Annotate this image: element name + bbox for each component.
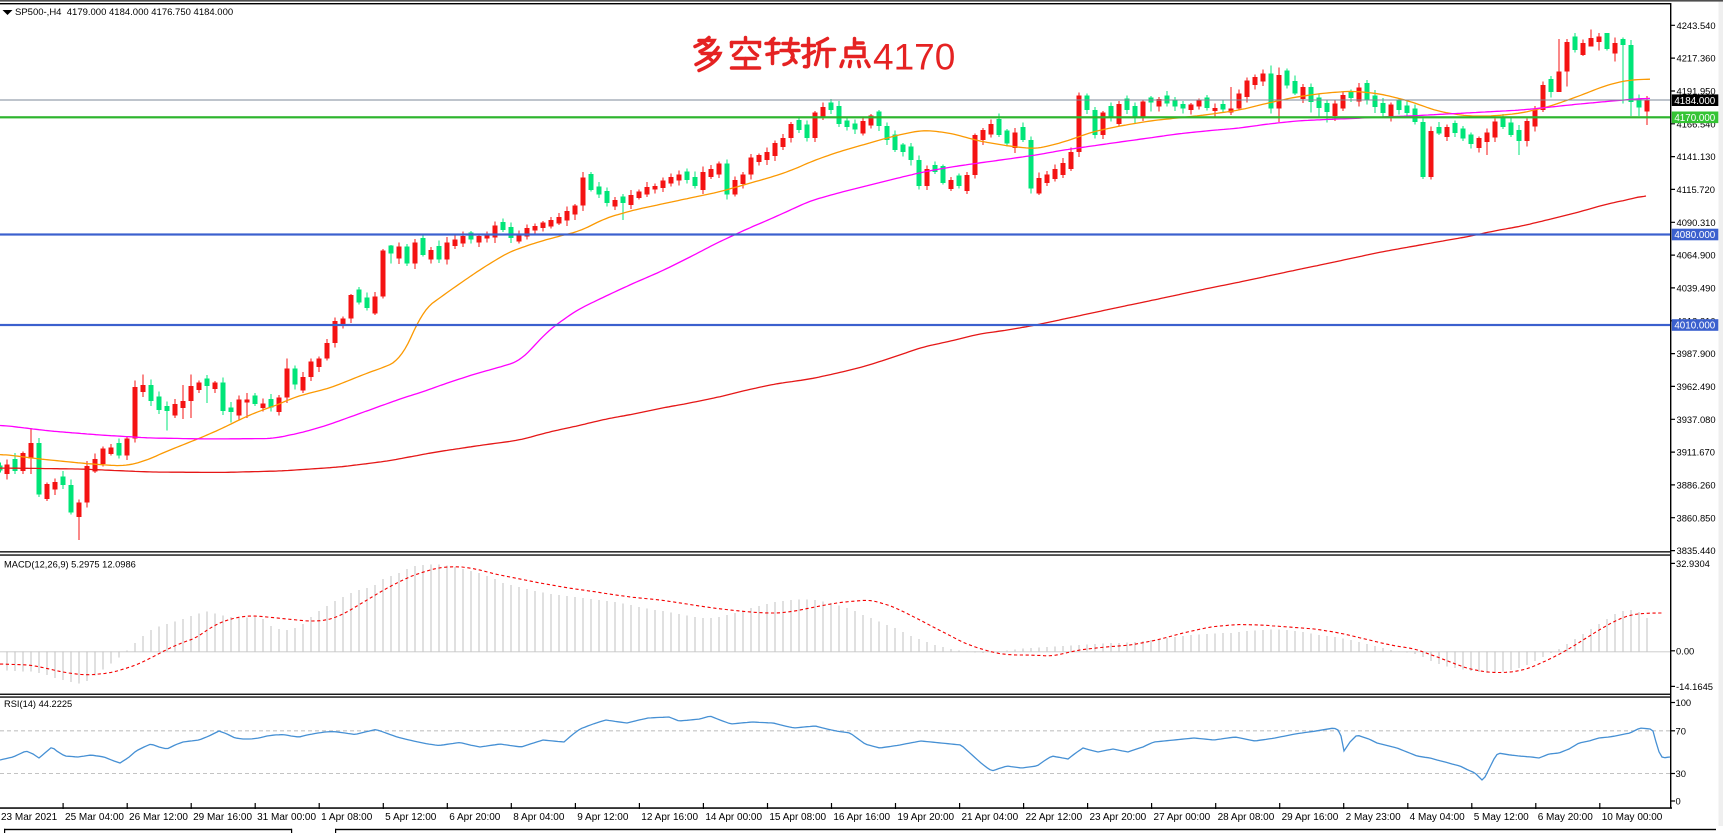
svg-text:3860.850: 3860.850 xyxy=(1677,512,1716,523)
svg-text:28 Apr 08:00: 28 Apr 08:00 xyxy=(1218,812,1275,823)
svg-text:27 Apr 00:00: 27 Apr 00:00 xyxy=(1154,812,1211,823)
svg-text:0.00: 0.00 xyxy=(1676,645,1694,656)
svg-text:22 Apr 12:00: 22 Apr 12:00 xyxy=(1025,812,1082,823)
svg-text:29 Apr 16:00: 29 Apr 16:00 xyxy=(1282,812,1339,823)
svg-text:8 Apr 04:00: 8 Apr 04:00 xyxy=(513,812,565,823)
svg-text:25 Mar 04:00: 25 Mar 04:00 xyxy=(65,812,124,823)
svg-text:4141.130: 4141.130 xyxy=(1677,151,1716,162)
svg-text:4170: 4170 xyxy=(873,37,955,78)
svg-text:4090.310: 4090.310 xyxy=(1677,217,1716,228)
svg-text:6 Apr 20:00: 6 Apr 20:00 xyxy=(449,812,501,823)
svg-text:100: 100 xyxy=(1676,697,1692,708)
svg-text:SP500-,H4 4179.000 4184.000 4: SP500-,H4 4179.000 4184.000 4176.750 418… xyxy=(15,7,233,18)
svg-text:3911.670: 3911.670 xyxy=(1677,447,1715,458)
svg-text:4184.000: 4184.000 xyxy=(1674,96,1715,107)
svg-text:4010.000: 4010.000 xyxy=(1674,321,1715,332)
svg-text:29 Mar 16:00: 29 Mar 16:00 xyxy=(193,812,252,823)
svg-text:14 Apr 00:00: 14 Apr 00:00 xyxy=(705,812,762,823)
svg-text:9 Apr 12:00: 9 Apr 12:00 xyxy=(577,812,629,823)
svg-text:10 May 00:00: 10 May 00:00 xyxy=(1602,812,1663,823)
svg-text:4 May 04:00: 4 May 04:00 xyxy=(1410,812,1465,823)
svg-text:4064.900: 4064.900 xyxy=(1677,250,1716,261)
svg-text:21 Apr 04:00: 21 Apr 04:00 xyxy=(961,812,1018,823)
svg-text:RSI(14) 44.2225: RSI(14) 44.2225 xyxy=(4,699,72,709)
svg-text:3835.440: 3835.440 xyxy=(1677,545,1716,556)
svg-text:23 Mar 2021: 23 Mar 2021 xyxy=(1,812,58,823)
svg-text:0: 0 xyxy=(1676,796,1681,807)
svg-text:3962.490: 3962.490 xyxy=(1677,381,1716,392)
svg-text:3937.080: 3937.080 xyxy=(1677,414,1716,425)
svg-text:32.9304: 32.9304 xyxy=(1676,558,1710,569)
svg-text:12 Apr 16:00: 12 Apr 16:00 xyxy=(641,812,698,823)
svg-text:6 May 20:00: 6 May 20:00 xyxy=(1538,812,1593,823)
svg-text:2 May 23:00: 2 May 23:00 xyxy=(1346,812,1401,823)
svg-text:4170.000: 4170.000 xyxy=(1674,113,1715,124)
svg-text:4039.490: 4039.490 xyxy=(1677,282,1716,293)
svg-text:4115.720: 4115.720 xyxy=(1677,184,1715,195)
svg-text:5 Apr 12:00: 5 Apr 12:00 xyxy=(385,812,437,823)
svg-text:19 Apr 20:00: 19 Apr 20:00 xyxy=(897,812,954,823)
svg-text:70: 70 xyxy=(1676,725,1686,736)
svg-text:30: 30 xyxy=(1676,768,1686,779)
svg-text:31 Mar 00:00: 31 Mar 00:00 xyxy=(257,812,316,823)
svg-text:23 Apr 20:00: 23 Apr 20:00 xyxy=(1090,812,1147,823)
svg-text:3987.900: 3987.900 xyxy=(1677,348,1716,359)
svg-text:3886.260: 3886.260 xyxy=(1677,479,1716,490)
svg-text:4217.360: 4217.360 xyxy=(1677,53,1716,64)
svg-text:4080.000: 4080.000 xyxy=(1674,230,1715,241)
svg-text:1 Apr 08:00: 1 Apr 08:00 xyxy=(321,812,373,823)
svg-text:-14.1645: -14.1645 xyxy=(1676,681,1713,692)
svg-text:MACD(12,26,9) 5.2975 12.0986: MACD(12,26,9) 5.2975 12.0986 xyxy=(4,560,136,570)
svg-text:4243.540: 4243.540 xyxy=(1677,20,1716,31)
svg-text:15 Apr 08:00: 15 Apr 08:00 xyxy=(769,812,826,823)
svg-text:26 Mar 12:00: 26 Mar 12:00 xyxy=(129,812,188,823)
svg-text:5 May 12:00: 5 May 12:00 xyxy=(1474,812,1529,823)
svg-text:16 Apr 16:00: 16 Apr 16:00 xyxy=(833,812,890,823)
